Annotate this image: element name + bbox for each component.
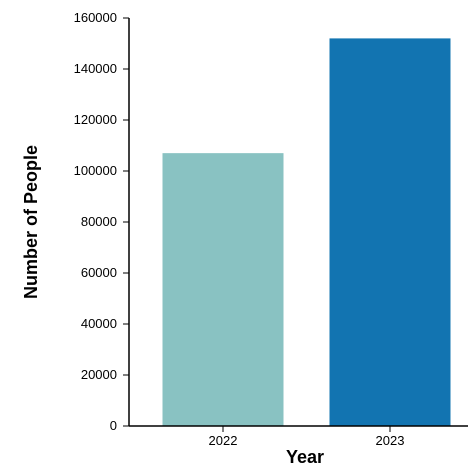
y-tick-label: 80000 — [81, 214, 117, 229]
y-tick-label: 120000 — [74, 112, 117, 127]
y-tick-label: 60000 — [81, 265, 117, 280]
bar-2023 — [329, 38, 451, 427]
y-tick-label: 0 — [110, 418, 117, 433]
x-tick-label: 2023 — [376, 433, 405, 448]
x-axis-title: Year — [286, 447, 324, 467]
bar-2022 — [162, 153, 284, 426]
bars-group — [162, 38, 451, 427]
y-tick-label: 40000 — [81, 316, 117, 331]
x-tick-label: 2022 — [209, 433, 238, 448]
y-tick-label: 20000 — [81, 367, 117, 382]
y-tick-label: 160000 — [74, 10, 117, 25]
y-tick-label: 140000 — [74, 61, 117, 76]
x-ticks-group: 2022 2023 — [209, 426, 405, 448]
y-axis-title: Number of People — [21, 145, 41, 299]
y-ticks-group: 0 20000 40000 60000 80000 100000 120000 140000 1… — [74, 10, 129, 433]
y-tick-label: 100000 — [74, 163, 117, 178]
